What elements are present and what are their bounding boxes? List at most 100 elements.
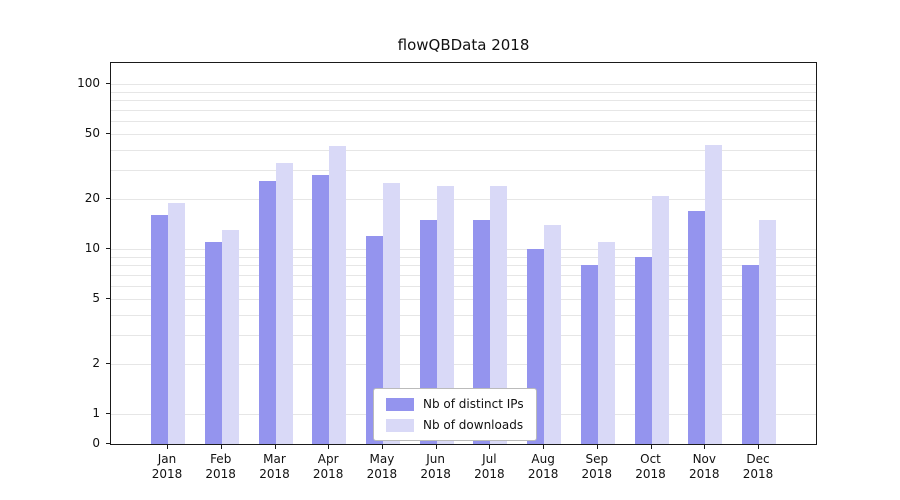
- y-tick-label-1: 1: [92, 406, 100, 420]
- x-tick-month: Oct: [640, 452, 661, 466]
- y-tick-label-0: 0: [92, 436, 100, 450]
- x-tick-month: Jan: [157, 452, 177, 466]
- legend-item-downloads: Nb of downloads: [386, 418, 524, 432]
- bar-nov-distinct-ips: [688, 211, 706, 444]
- x-tick-label-feb: Feb 2018: [189, 452, 253, 482]
- bar-oct-distinct-ips: [634, 256, 652, 444]
- x-tick-mark-sep: [596, 445, 598, 449]
- x-tick-mark-dec: [758, 445, 759, 449]
- y-tick-mark-1: [106, 413, 110, 414]
- x-tick-label-jan: Jan 2018: [135, 452, 199, 482]
- x-tick-month: Jun: [426, 452, 445, 466]
- gridline-100: [111, 84, 816, 85]
- bar-may-downloads: [382, 183, 400, 444]
- legend-item-distinct-ips: Nb of distinct IPs: [386, 397, 524, 411]
- bar-jan-downloads: [168, 203, 185, 444]
- bar-sep-downloads: [597, 242, 615, 444]
- gridline-7: [111, 274, 816, 276]
- gridline-60: [111, 120, 816, 122]
- x-tick-label-mar: Mar 2018: [243, 452, 307, 482]
- x-tick-month: Mar: [263, 452, 286, 466]
- x-tick-month: Apr: [317, 452, 339, 466]
- bar-aug-downloads: [544, 224, 562, 444]
- y-tick-label-5: 5: [92, 290, 100, 305]
- y-tick-mark-20: [106, 198, 110, 200]
- y-tick-label-50: 50: [84, 125, 100, 140]
- y-tick-label-20: 20: [84, 191, 100, 206]
- x-tick-year: 2018: [259, 467, 290, 481]
- gridline-80: [111, 100, 816, 101]
- bar-jun-downloads: [436, 186, 454, 444]
- y-tick-mark-50: [106, 132, 110, 134]
- x-tick-year: 2018: [312, 467, 344, 481]
- bar-feb-downloads: [221, 230, 239, 444]
- x-tick-year: 2018: [366, 467, 398, 481]
- gridline-6: [111, 285, 816, 287]
- x-tick-month: May: [369, 452, 395, 466]
- x-tick-mark-may: [381, 445, 383, 449]
- x-tick-mark-aug: [543, 445, 545, 449]
- x-tick-month: Sep: [585, 452, 609, 466]
- gridline-9: [111, 256, 816, 258]
- gridline-90: [111, 91, 816, 93]
- y-tick-mark-0: [106, 443, 110, 444]
- x-tick-mark-jan: [167, 445, 168, 449]
- gridline-8: [111, 265, 816, 266]
- bar-apr-downloads: [329, 146, 347, 444]
- x-tick-mark-oct: [650, 445, 652, 449]
- bar-apr-distinct-ips: [312, 175, 330, 444]
- bar-mar-distinct-ips: [258, 180, 276, 444]
- bar-jan-distinct-ips: [151, 215, 168, 444]
- bars-layer: [111, 63, 816, 444]
- y-tick-mark-5: [106, 297, 110, 299]
- chart-title: flowQBData 2018: [397, 36, 530, 54]
- y-tick-mark-2: [106, 363, 110, 365]
- gridline-50: [111, 133, 816, 135]
- x-tick-month: Aug: [531, 452, 555, 466]
- x-tick-label-nov: Nov 2018: [672, 452, 736, 482]
- legend: Nb of distinct IPs Nb of downloads: [373, 388, 537, 441]
- bar-mar-downloads: [275, 163, 293, 444]
- x-tick-year: 2018: [474, 467, 505, 481]
- bar-feb-distinct-ips: [204, 242, 222, 444]
- x-tick-label-aug: Aug 2018: [511, 452, 575, 482]
- bar-oct-downloads: [651, 195, 669, 444]
- bar-dec-downloads: [759, 219, 776, 444]
- x-tick-mark-apr: [328, 445, 330, 449]
- y-tick-mark-10: [106, 248, 110, 249]
- y-tick-mark-100: [106, 83, 110, 84]
- gridline-70: [111, 109, 816, 111]
- x-tick-year: 2018: [742, 467, 774, 481]
- bar-sep-distinct-ips: [580, 265, 598, 444]
- gridline-40: [111, 149, 816, 151]
- x-tick-mark-jul: [489, 445, 491, 449]
- gridline-2: [111, 364, 816, 366]
- bar-jul-downloads: [490, 186, 508, 444]
- plot-area: Nb of distinct IPs Nb of downloads: [110, 62, 817, 445]
- bar-jul-distinct-ips: [473, 219, 491, 444]
- x-tick-label-oct: Oct 2018: [619, 452, 683, 482]
- y-tick-label-2: 2: [92, 356, 100, 371]
- x-tick-year: 2018: [420, 467, 451, 481]
- x-tick-year: 2018: [689, 467, 720, 481]
- gridline-10: [111, 249, 816, 250]
- bar-nov-downloads: [705, 144, 723, 444]
- x-tick-month: Jul: [482, 452, 497, 466]
- gridline-4: [111, 314, 816, 316]
- x-tick-month: Nov: [692, 452, 716, 466]
- y-tick-label-10: 10: [84, 241, 100, 255]
- legend-swatch-downloads: [386, 418, 414, 432]
- x-tick-year: 2018: [527, 467, 559, 481]
- gridline-3: [111, 335, 816, 337]
- x-tick-year: 2018: [205, 467, 236, 481]
- x-tick-label-dec: Dec 2018: [726, 452, 790, 482]
- x-tick-label-jul: Jul 2018: [457, 452, 521, 482]
- x-tick-month: Feb: [210, 452, 232, 466]
- bar-jun-distinct-ips: [419, 219, 437, 444]
- x-tick-label-jun: Jun 2018: [404, 452, 468, 482]
- x-tick-year: 2018: [151, 467, 183, 481]
- bar-dec-distinct-ips: [742, 265, 759, 444]
- x-tick-month: Dec: [746, 452, 770, 466]
- legend-label-distinct-ips: Nb of distinct IPs: [423, 397, 524, 411]
